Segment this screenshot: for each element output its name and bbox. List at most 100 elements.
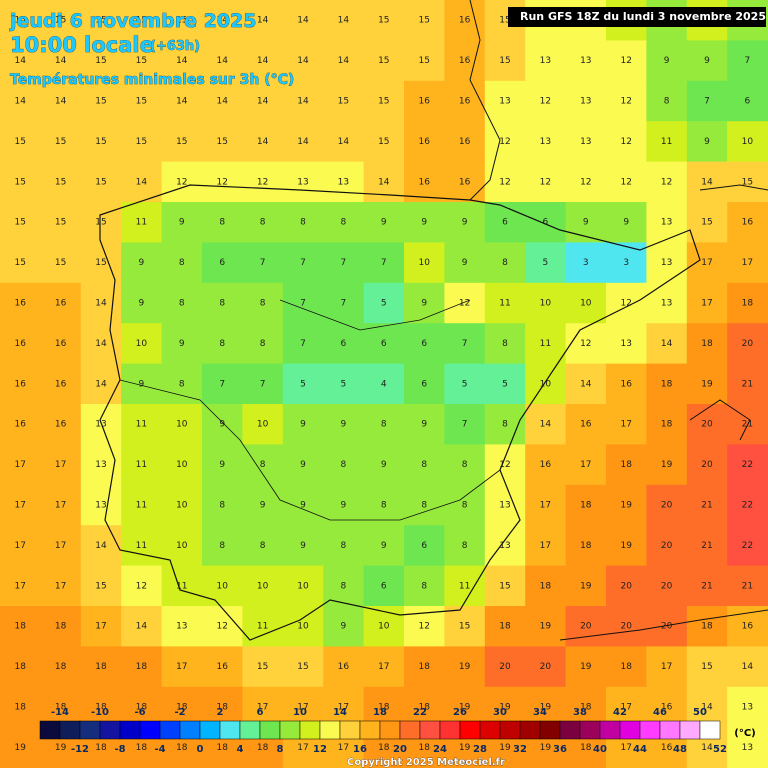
temperature-cell bbox=[323, 525, 365, 567]
legend-swatch bbox=[579, 720, 601, 740]
temperature-cell bbox=[121, 646, 163, 688]
temperature-cell bbox=[202, 444, 243, 486]
temperature-value: 15 bbox=[95, 56, 106, 66]
temperature-cell bbox=[80, 40, 122, 82]
temperature-value: 18 bbox=[95, 743, 107, 753]
temperature-cell bbox=[686, 161, 728, 203]
temperature-value: 18 bbox=[55, 622, 67, 632]
temperature-value: 12 bbox=[580, 339, 591, 349]
temperature-cell bbox=[363, 606, 405, 647]
temperature-cell bbox=[606, 525, 647, 567]
legend-label: -14 bbox=[51, 707, 69, 718]
temperature-value: 15 bbox=[701, 218, 712, 228]
temperature-value: 9 bbox=[219, 420, 225, 430]
temperature-cell bbox=[404, 444, 445, 486]
temperature-value: 17 bbox=[297, 743, 308, 753]
temperature-value: 18 bbox=[742, 299, 754, 309]
temperature-cell bbox=[484, 363, 526, 405]
temperature-value: 15 bbox=[499, 56, 510, 66]
temperature-value: 16 bbox=[14, 420, 26, 430]
temperature-value: 5 bbox=[300, 379, 306, 389]
temperature-cell bbox=[404, 121, 445, 163]
temperature-value: 8 bbox=[179, 299, 185, 309]
temperature-value: 18 bbox=[580, 501, 592, 511]
temperature-value: 13 bbox=[580, 56, 591, 66]
temperature-value: 12 bbox=[620, 299, 631, 309]
temperature-value: 18 bbox=[176, 743, 188, 753]
temperature-cell bbox=[282, 363, 324, 405]
temperature-value: 15 bbox=[176, 16, 187, 26]
temperature-cell bbox=[646, 484, 688, 526]
map-lead: (+63h) bbox=[150, 39, 200, 54]
temperature-value: 13 bbox=[499, 501, 510, 511]
temperature-cell bbox=[484, 525, 526, 567]
temperature-value: 8 bbox=[502, 420, 508, 430]
temperature-cell bbox=[565, 323, 607, 365]
temperature-cell bbox=[323, 161, 365, 203]
temperature-cell bbox=[202, 646, 243, 688]
legend-swatch bbox=[599, 720, 621, 740]
legend-swatch bbox=[519, 720, 541, 740]
legend-label: 16 bbox=[353, 744, 367, 755]
temperature-value: 8 bbox=[300, 218, 306, 228]
temperature-value: 14 bbox=[257, 16, 269, 26]
temperature-cell bbox=[363, 202, 405, 243]
temperature-value: 8 bbox=[260, 299, 266, 309]
temperature-value: 13 bbox=[620, 339, 631, 349]
temperature-cell bbox=[363, 525, 405, 567]
temperature-value: 10 bbox=[540, 299, 552, 309]
temperature-value: 17 bbox=[580, 460, 591, 470]
temperature-cell bbox=[444, 363, 486, 405]
temperature-cell bbox=[282, 121, 324, 163]
temperature-cell bbox=[121, 606, 163, 647]
temperature-cell bbox=[646, 323, 688, 365]
temperature-cell bbox=[80, 242, 122, 284]
temperature-value: 17 bbox=[176, 662, 187, 672]
temperature-value: 12 bbox=[661, 177, 672, 187]
temperature-value: 20 bbox=[499, 662, 511, 672]
temperature-value: 20 bbox=[661, 622, 673, 632]
temperature-value: 9 bbox=[381, 460, 387, 470]
temperature-cell bbox=[80, 444, 122, 486]
temperature-value: 9 bbox=[300, 420, 306, 430]
temperature-value: 7 bbox=[341, 299, 347, 309]
legend-label: 2 bbox=[217, 707, 224, 718]
temperature-value: 20 bbox=[620, 622, 632, 632]
temperature-cell bbox=[444, 606, 486, 647]
temperature-cell bbox=[282, 80, 324, 122]
temperature-cell bbox=[323, 40, 365, 82]
legend-swatch bbox=[339, 720, 361, 740]
temperature-value: 17 bbox=[620, 420, 631, 430]
temperature-cell bbox=[606, 606, 647, 647]
temperature-cell bbox=[80, 282, 122, 324]
temperature-value: 15 bbox=[95, 97, 106, 107]
temperature-cell bbox=[242, 242, 284, 284]
temperature-cell bbox=[565, 161, 607, 203]
temperature-value: 7 bbox=[260, 379, 266, 389]
temperature-value: 10 bbox=[257, 420, 269, 430]
temperature-cell bbox=[282, 323, 324, 365]
temperature-value: 7 bbox=[341, 258, 347, 268]
temperature-value: 7 bbox=[260, 258, 266, 268]
temperature-value: 9 bbox=[300, 460, 306, 470]
temperature-cell bbox=[444, 484, 486, 526]
temperature-value: 18 bbox=[701, 622, 713, 632]
temperature-cell bbox=[202, 323, 243, 365]
temperature-cell bbox=[121, 565, 163, 607]
temperature-value: 10 bbox=[176, 460, 188, 470]
legend-label: 50 bbox=[693, 707, 707, 718]
temperature-value: 9 bbox=[583, 218, 589, 228]
temperature-value: 17 bbox=[14, 581, 25, 591]
temperature-cell bbox=[727, 282, 768, 324]
temperature-cell bbox=[0, 363, 41, 405]
temperature-cell bbox=[121, 242, 163, 284]
temperature-cell bbox=[242, 404, 284, 445]
temperature-cell bbox=[484, 242, 526, 284]
temperature-cell bbox=[161, 404, 203, 445]
temperature-cell bbox=[646, 404, 688, 445]
temperature-cell bbox=[0, 80, 41, 122]
legend-label: 52 bbox=[713, 744, 727, 755]
legend-unit: (°C) bbox=[734, 728, 755, 739]
temperature-value: 10 bbox=[297, 581, 309, 591]
temperature-values: 15 15 15 15 15 14 14 14 14 15 15 16 15 13 12 11 9 10 9 14 14… bbox=[14, 16, 753, 753]
